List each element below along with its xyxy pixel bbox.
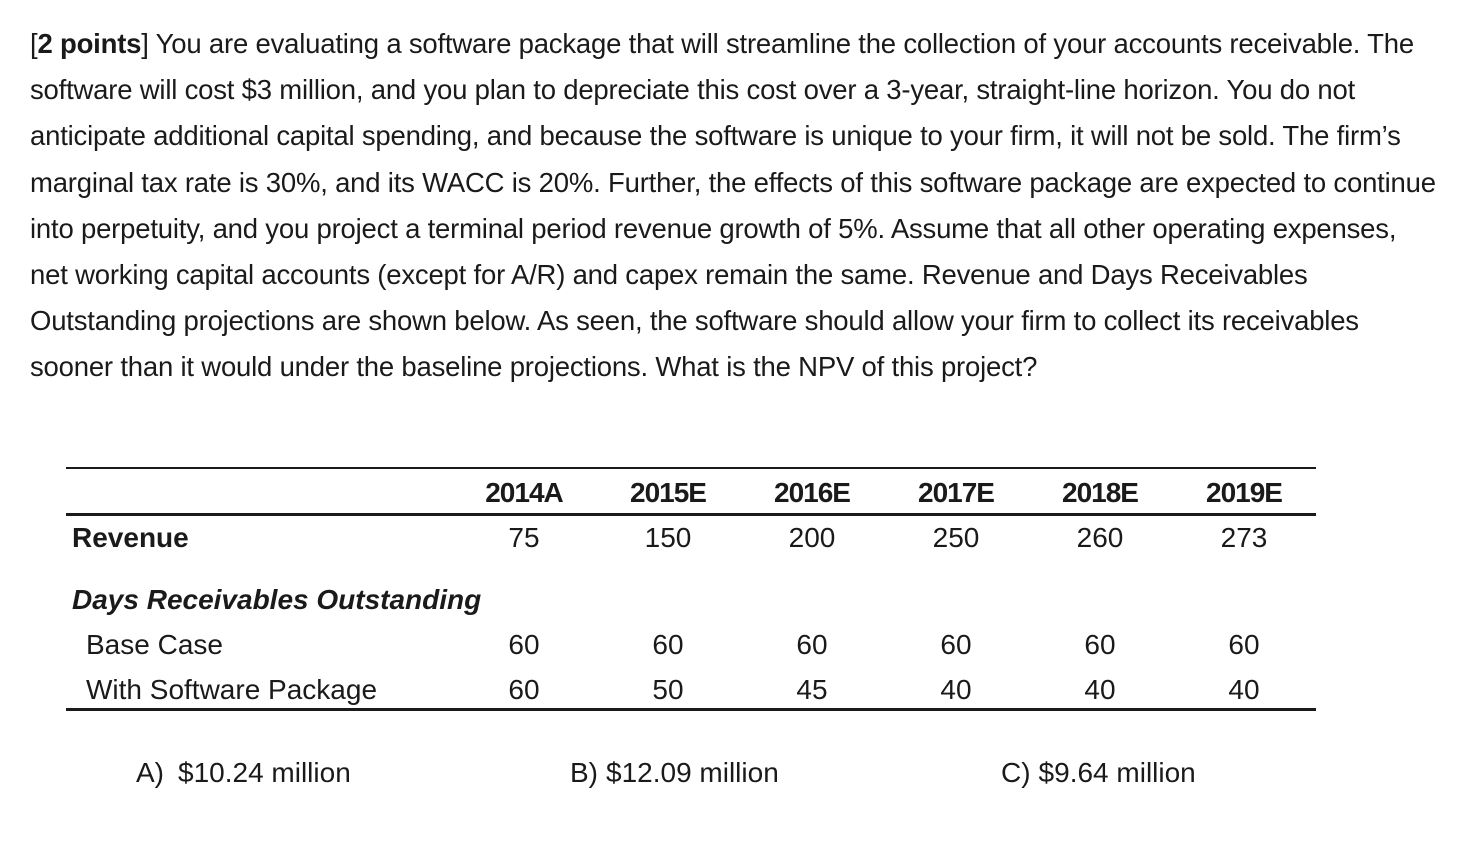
software-case-cell: 40	[940, 674, 972, 705]
question-text: [2 points] You are evaluating a software…	[30, 21, 1440, 391]
answer-text: $10.24 million	[178, 757, 351, 788]
answer-letter: B)	[570, 757, 598, 788]
answer-letter: A)	[136, 757, 164, 788]
base-case-cell: 60	[1228, 629, 1260, 660]
points-label: 2 points	[37, 28, 142, 59]
software-case-cell: 45	[796, 674, 828, 705]
revenue-cell: 260	[1076, 522, 1124, 553]
revenue-cell: 200	[788, 522, 836, 553]
base-case-cell: 60	[652, 629, 684, 660]
year-header: 2019E	[1206, 477, 1283, 508]
revenue-cell: 75	[508, 522, 540, 553]
year-header: 2015E	[630, 477, 707, 508]
bracket-open: [	[30, 28, 38, 59]
answer-option-c: C) $9.64 million	[1001, 757, 1196, 789]
software-case-cell: 60	[508, 674, 540, 705]
revenue-cell: 250	[932, 522, 980, 553]
base-case-cell: 60	[1084, 629, 1116, 660]
revenue-label: Revenue	[72, 522, 189, 553]
revenue-cell: 150	[644, 522, 692, 553]
table-bottom-rule	[66, 708, 1316, 711]
table-top-rule	[66, 467, 1316, 469]
revenue-cell: 273	[1220, 522, 1268, 553]
answer-option-b: B) $12.09 million	[570, 757, 779, 789]
question-body: ] You are evaluating a software package …	[30, 28, 1436, 383]
answer-text: $12.09 million	[606, 757, 779, 788]
base-case-cell: 60	[940, 629, 972, 660]
software-case-cell: 40	[1228, 674, 1260, 705]
software-case-label: With Software Package	[86, 674, 378, 705]
answer-text: $9.64 million	[1038, 757, 1196, 788]
year-header: 2016E	[774, 477, 851, 508]
answer-letter: C)	[1001, 757, 1031, 788]
year-header: 2014A	[485, 477, 564, 508]
base-case-label: Base Case	[86, 629, 223, 660]
software-case-cell: 50	[652, 674, 684, 705]
answer-option-a: A) $10.24 million	[136, 757, 351, 789]
dro-section-label: Days Receivables Outstanding	[72, 584, 482, 615]
base-case-cell: 60	[508, 629, 540, 660]
table-header-rule	[66, 513, 1316, 516]
base-case-cell: 60	[796, 629, 828, 660]
year-header: 2018E	[1062, 477, 1139, 508]
software-case-cell: 40	[1084, 674, 1116, 705]
year-header: 2017E	[918, 477, 995, 508]
